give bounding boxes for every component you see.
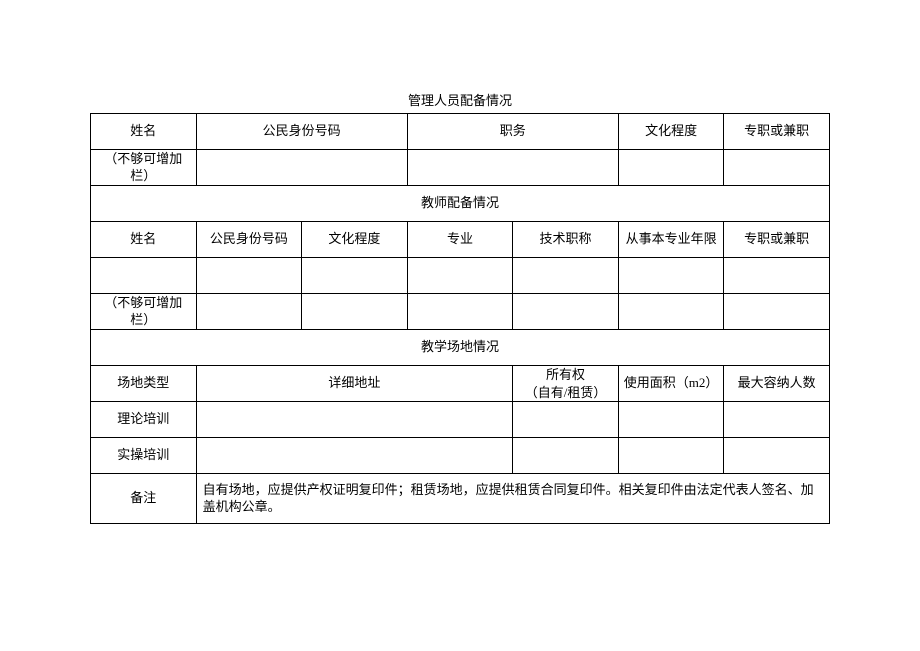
s1-header-position: 职务: [407, 114, 618, 150]
s2-header-major: 专业: [407, 222, 513, 258]
s1-header-id: 公民身份号码: [196, 114, 407, 150]
s2-header-techtitle: 技术职称: [513, 222, 619, 258]
s2-cell-education: [302, 258, 408, 294]
form-table: 姓名 公民身份号码 职务 文化程度 专职或兼职 （不够可增加栏） 教师配备情况 …: [90, 113, 830, 524]
s2-cell-major: [407, 294, 513, 330]
s3-cell-ownership: [513, 438, 619, 474]
s3-header-ownership-l1: 所有权: [546, 367, 585, 382]
s3-cell-area: [618, 438, 724, 474]
section1-header-row: 姓名 公民身份号码 职务 文化程度 专职或兼职: [91, 114, 830, 150]
notes-row: 备注 自有场地，应提供产权证明复印件；租赁场地，应提供租赁合同复印件。相关复印件…: [91, 474, 830, 524]
notes-label: 备注: [91, 474, 197, 524]
section1-title: 管理人员配备情况: [90, 90, 830, 109]
s2-cell-years: [618, 294, 724, 330]
section3-title: 教学场地情况: [91, 330, 830, 366]
s2-cell-education: [302, 294, 408, 330]
s3-header-area: 使用面积（m2）: [618, 366, 724, 402]
section1-row: （不够可增加栏）: [91, 150, 830, 186]
section3-row: 实操培训: [91, 438, 830, 474]
s3-cell-capacity: [724, 402, 830, 438]
section3-header-row: 场地类型 详细地址 所有权 （自有/租赁） 使用面积（m2） 最大容纳人数: [91, 366, 830, 402]
s3-header-capacity: 最大容纳人数: [724, 366, 830, 402]
notes-text: 自有场地，应提供产权证明复印件；租赁场地，应提供租赁合同复印件。相关复印件由法定…: [196, 474, 829, 524]
s3-header-address: 详细地址: [196, 366, 513, 402]
s3-cell-capacity: [724, 438, 830, 474]
s2-cell-id: [196, 258, 302, 294]
s1-header-name: 姓名: [91, 114, 197, 150]
s1-cell-name: （不够可增加栏）: [91, 150, 197, 186]
s2-cell-fulltime: [724, 258, 830, 294]
s2-cell-techtitle: [513, 294, 619, 330]
s3-cell-venuetype: 实操培训: [91, 438, 197, 474]
section2-row: （不够可增加栏）: [91, 294, 830, 330]
s1-cell-education: [618, 150, 724, 186]
s1-cell-position: [407, 150, 618, 186]
section2-header-row: 姓名 公民身份号码 文化程度 专业 技术职称 从事本专业年限 专职或兼职: [91, 222, 830, 258]
s1-header-fulltime: 专职或兼职: [724, 114, 830, 150]
s3-header-ownership-l2: （自有/租赁）: [525, 385, 607, 400]
s2-header-years: 从事本专业年限: [618, 222, 724, 258]
s1-cell-id: [196, 150, 407, 186]
s3-cell-venuetype: 理论培训: [91, 402, 197, 438]
s2-cell-fulltime: [724, 294, 830, 330]
s2-cell-id: [196, 294, 302, 330]
s3-header-venuetype: 场地类型: [91, 366, 197, 402]
s2-cell-name: [91, 258, 197, 294]
s2-header-name: 姓名: [91, 222, 197, 258]
s2-header-fulltime: 专职或兼职: [724, 222, 830, 258]
s2-header-education: 文化程度: [302, 222, 408, 258]
s1-header-education: 文化程度: [618, 114, 724, 150]
s2-header-id: 公民身份号码: [196, 222, 302, 258]
s2-cell-techtitle: [513, 258, 619, 294]
s3-header-ownership: 所有权 （自有/租赁）: [513, 366, 619, 402]
s3-cell-address: [196, 402, 513, 438]
section2-row: [91, 258, 830, 294]
section2-title-row: 教师配备情况: [91, 186, 830, 222]
s2-cell-name: （不够可增加栏）: [91, 294, 197, 330]
section2-title: 教师配备情况: [91, 186, 830, 222]
s3-cell-ownership: [513, 402, 619, 438]
s2-cell-years: [618, 258, 724, 294]
s2-cell-major: [407, 258, 513, 294]
section3-title-row: 教学场地情况: [91, 330, 830, 366]
section3-row: 理论培训: [91, 402, 830, 438]
s3-cell-area: [618, 402, 724, 438]
s1-cell-fulltime: [724, 150, 830, 186]
s3-cell-address: [196, 438, 513, 474]
